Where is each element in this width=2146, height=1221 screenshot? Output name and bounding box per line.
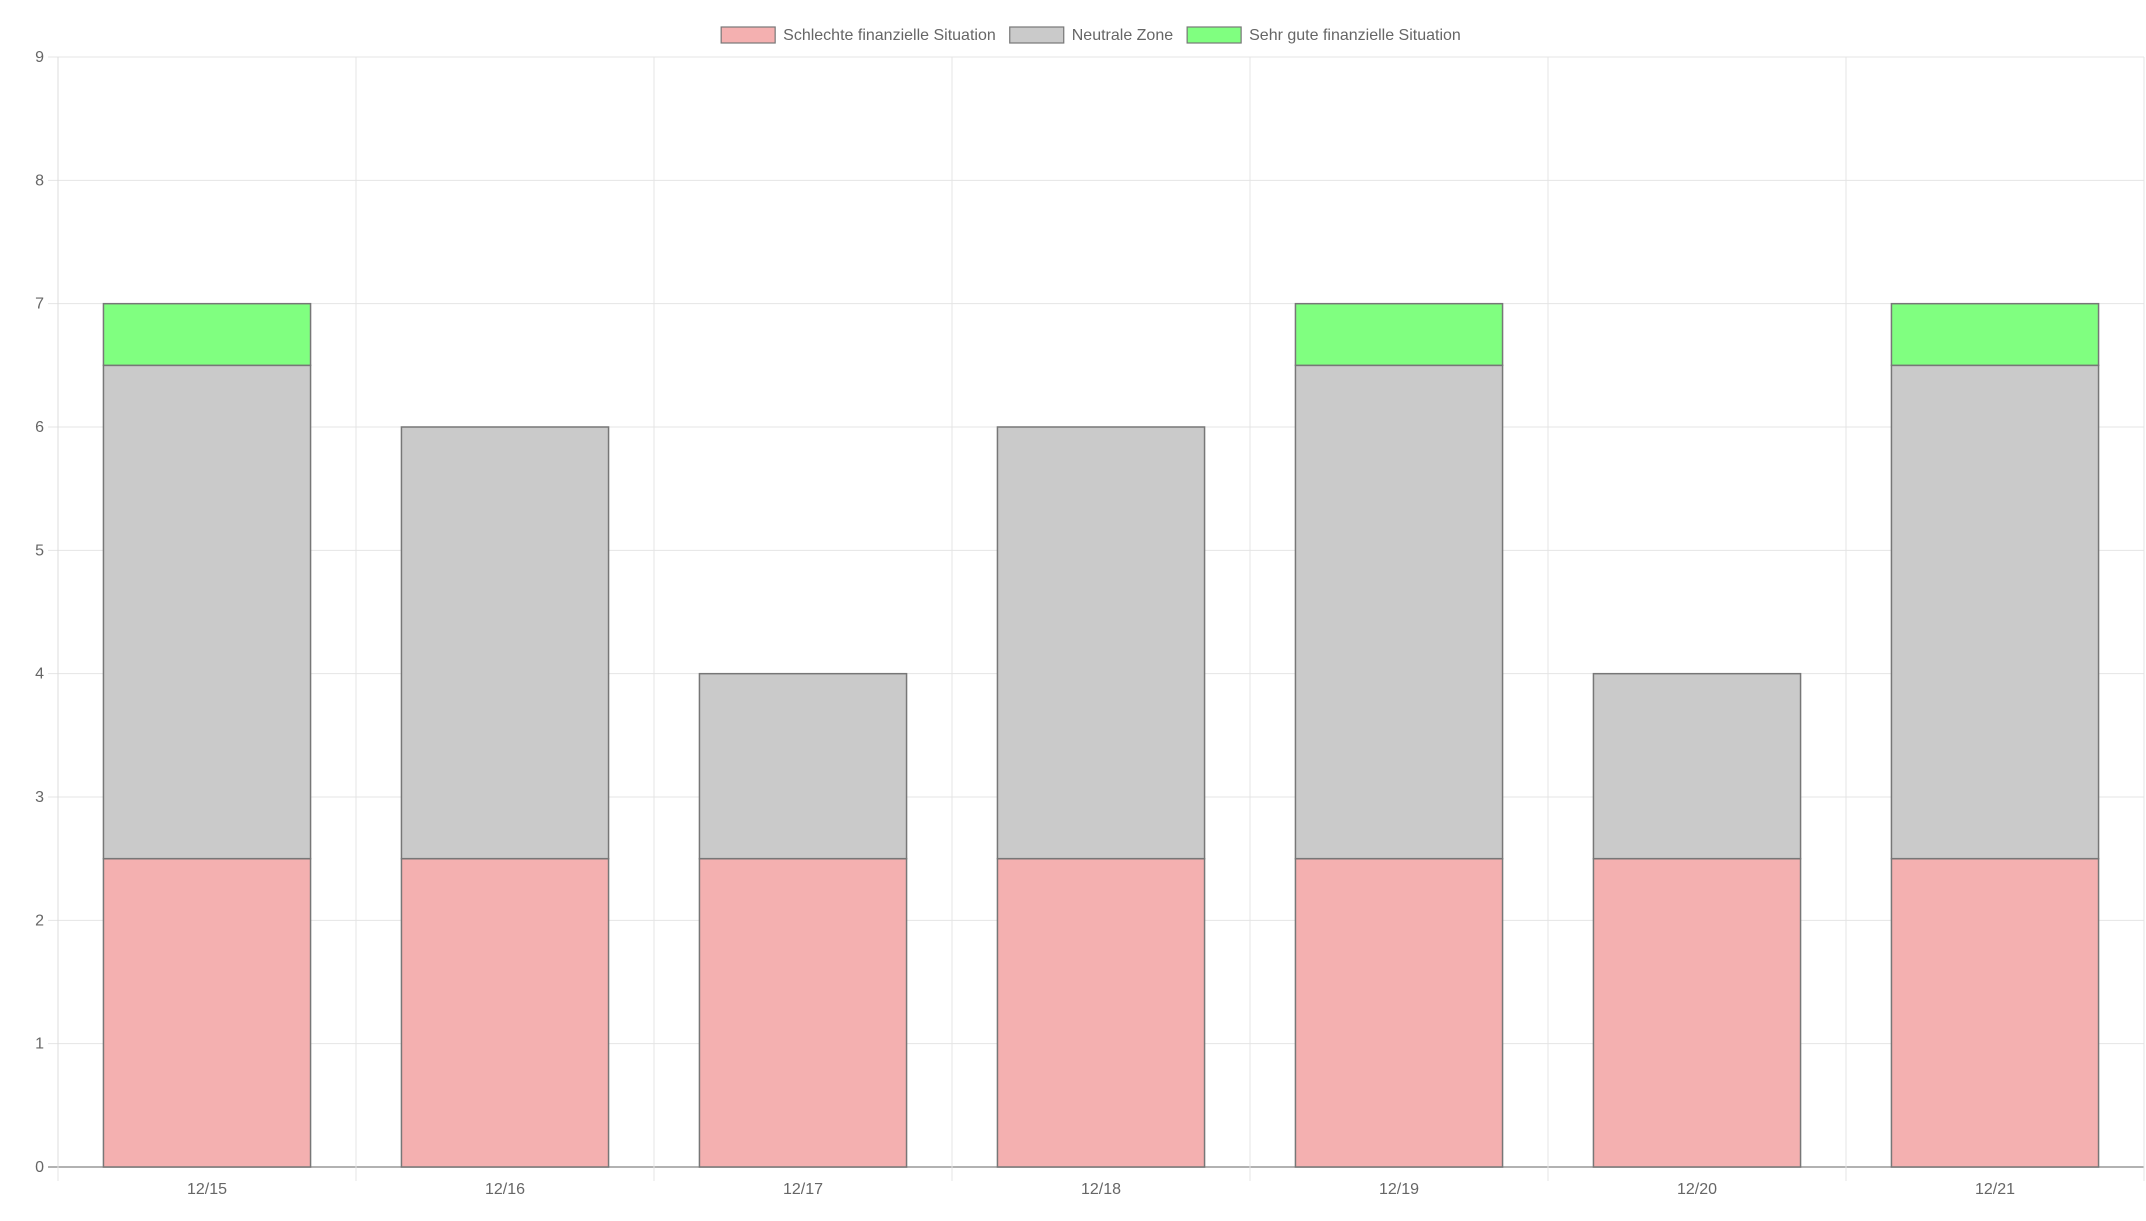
bar-segment-1[interactable] (1294, 857, 1504, 1168)
bar-segment-3[interactable] (1890, 302, 2100, 367)
legend-label: Sehr gute finanzielle Situation (1249, 27, 1461, 44)
legend-swatch[interactable] (1009, 26, 1065, 44)
bar-segment-2[interactable] (698, 672, 908, 860)
x-tick-label: 12/21 (1975, 1181, 2015, 1198)
bar-segment-1[interactable] (698, 857, 908, 1168)
bar-segment-1[interactable] (1890, 857, 2100, 1168)
legend-swatch[interactable] (720, 26, 776, 44)
bar-segment-1[interactable] (102, 857, 312, 1168)
bar-segment-1[interactable] (1592, 857, 1802, 1168)
x-tick-label: 12/16 (485, 1181, 525, 1198)
y-tick-label: 7 (35, 296, 44, 313)
x-tick-label: 12/18 (1081, 1181, 1121, 1198)
bar-segment-3[interactable] (1294, 302, 1504, 367)
bar-segment-2[interactable] (1592, 672, 1802, 860)
bars (102, 302, 2100, 1168)
legend[interactable]: Schlechte finanzielle Situation Neutrale … (720, 26, 1461, 44)
y-tick-label: 0 (35, 1159, 44, 1176)
bar-segment-1[interactable] (996, 857, 1206, 1168)
y-tick-label: 9 (35, 49, 44, 66)
legend-label: Schlechte finanzielle Situation (783, 27, 996, 44)
bar-segment-2[interactable] (1294, 364, 1504, 860)
legend-label: Neutrale Zone (1072, 27, 1173, 44)
y-tick-label: 2 (35, 912, 44, 929)
x-tick-label: 12/15 (187, 1181, 227, 1198)
y-tick-label: 6 (35, 419, 44, 436)
y-tick-label: 1 (35, 1036, 44, 1053)
x-tick-label: 12/17 (783, 1181, 823, 1198)
axes: 0 1 2 3 4 5 6 7 8 9 12/15 12/16 12/17 12/18 12/19 12/20… (35, 49, 2015, 1198)
y-tick-label: 8 (35, 172, 44, 189)
y-tick-label: 4 (35, 666, 44, 683)
bar-segment-2[interactable] (400, 426, 610, 860)
bar-segment-1[interactable] (400, 857, 610, 1168)
bar-segment-3[interactable] (102, 302, 312, 367)
bar-segment-2[interactable] (1890, 364, 2100, 860)
bar-segment-2[interactable] (102, 364, 312, 860)
y-tick-label: 5 (35, 542, 44, 559)
y-tick-label: 3 (35, 789, 44, 806)
legend-swatch[interactable] (1186, 26, 1242, 44)
bar-segment-2[interactable] (996, 426, 1206, 860)
x-tick-label: 12/19 (1379, 1181, 1419, 1198)
x-tick-label: 12/20 (1677, 1181, 1717, 1198)
